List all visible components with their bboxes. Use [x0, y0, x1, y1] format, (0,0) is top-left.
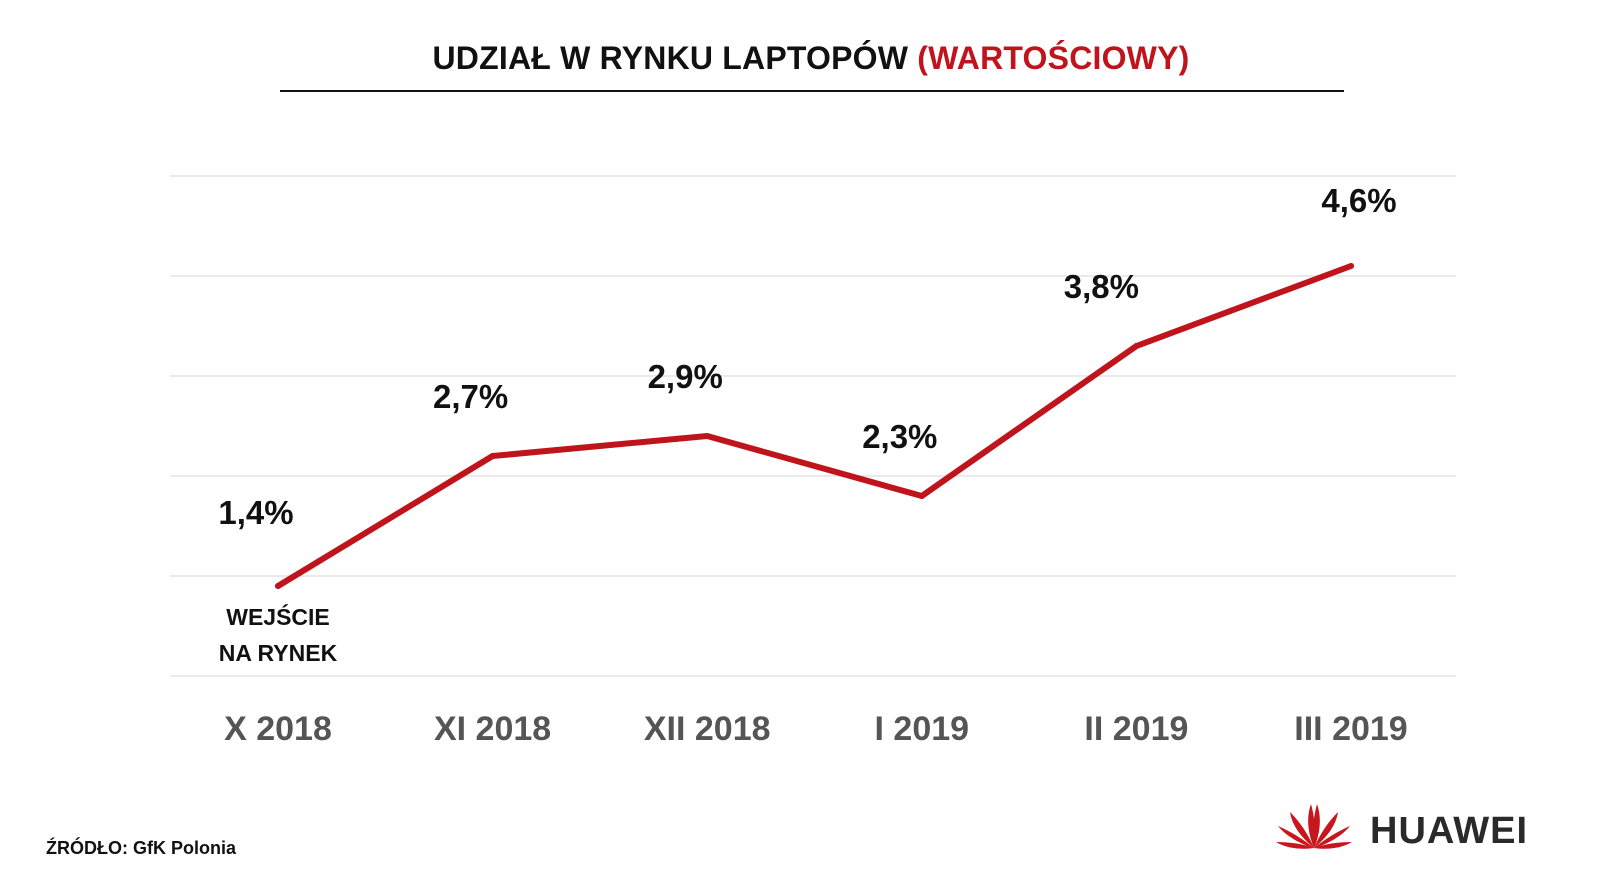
- brand-name: HUAWEI: [1370, 810, 1528, 852]
- x-tick-label: I 2019: [875, 710, 970, 748]
- annotation-label: NA RYNEK: [219, 640, 338, 666]
- title-underline: [280, 90, 1344, 92]
- series-line: [275, 263, 1354, 589]
- x-tick-label: III 2019: [1294, 710, 1407, 748]
- data-point: [704, 433, 711, 439]
- x-tick-label: XII 2018: [644, 710, 771, 748]
- data-label: 2,9%: [648, 358, 723, 395]
- data-label: 1,4%: [218, 494, 293, 531]
- data-label: 2,3%: [862, 418, 937, 455]
- chart-title-accent: (WARTOŚCIOWY): [917, 40, 1190, 76]
- data-point: [918, 493, 925, 499]
- x-tick-label: II 2019: [1084, 710, 1188, 748]
- data-label: 3,8%: [1064, 268, 1139, 305]
- data-label: 4,6%: [1321, 182, 1396, 219]
- x-tick-label: XI 2018: [434, 710, 551, 748]
- x-tick-label: X 2018: [224, 710, 332, 748]
- huawei-logo-icon: [1276, 804, 1352, 849]
- data-point: [1348, 263, 1354, 269]
- data-label: 2,7%: [433, 378, 508, 415]
- chart-title: UDZIAŁ W RYNKU LAPTOPÓW (WARTOŚCIOWY): [0, 40, 1600, 77]
- data-point: [1133, 343, 1140, 349]
- source-note: ŹRÓDŁO: GfK Polonia: [46, 838, 236, 858]
- data-point: [489, 453, 496, 459]
- annotation-label: WEJŚCIE: [226, 603, 330, 630]
- data-point: [275, 583, 281, 589]
- chart-title-main: UDZIAŁ W RYNKU LAPTOPÓW: [432, 40, 909, 76]
